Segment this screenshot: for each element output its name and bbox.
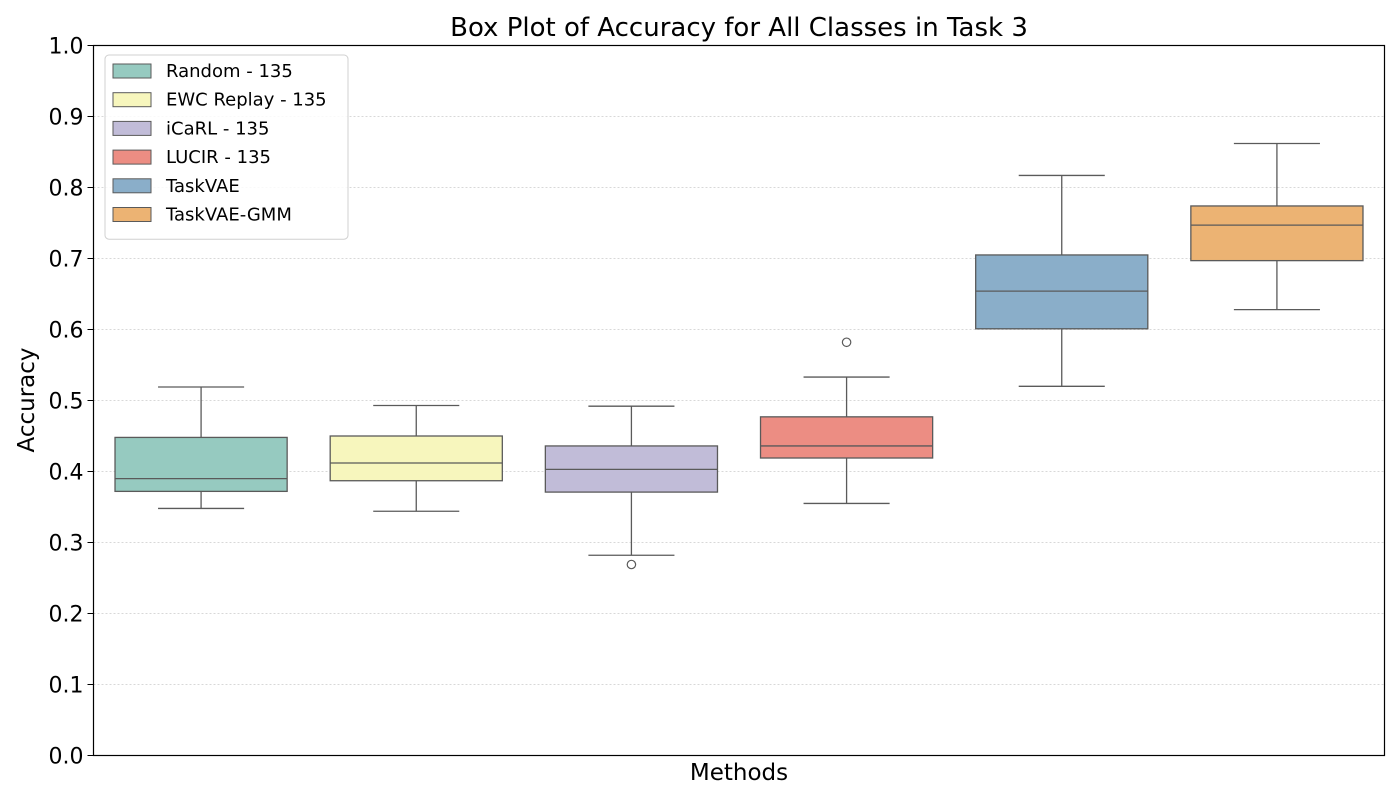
- legend-swatch: [112, 178, 152, 194]
- legend-label: LUCIR - 135: [166, 147, 271, 168]
- y-tick-label: 0.9: [49, 106, 84, 131]
- legend: Random - 135 EWC Replay - 135 iCaRL - 135 L…: [104, 54, 349, 240]
- box-taskvae-gmm: [1190, 142, 1364, 311]
- legend-label: EWC Replay - 135: [166, 90, 327, 111]
- box-lucir-135: [759, 337, 934, 505]
- box-iqr: [329, 435, 503, 482]
- y-tick-label: 0.4: [49, 461, 84, 486]
- box-iqr: [975, 254, 1149, 330]
- y-tick-label: 0.8: [49, 177, 84, 202]
- box-iqr: [759, 416, 934, 459]
- y-tick-label: 0.5: [49, 390, 84, 415]
- legend-swatch: [112, 149, 152, 165]
- legend-swatch: [112, 92, 152, 108]
- box-series: [114, 142, 1364, 570]
- outlier-point: [626, 559, 637, 570]
- y-tick-label: 0.3: [49, 532, 84, 557]
- y-tick-label: 1.0: [49, 35, 84, 60]
- legend-label: TaskVAE: [165, 176, 240, 197]
- y-tick-label: 0.6: [49, 319, 84, 344]
- legend-swatch: [112, 207, 152, 222]
- box-iqr: [114, 436, 288, 493]
- legend-swatch: [112, 120, 152, 136]
- box-icarl-135: [544, 405, 719, 570]
- y-tick-label: 0.0: [49, 745, 84, 770]
- x-axis-label: Methods: [690, 760, 788, 786]
- legend-label: iCaRL - 135: [166, 118, 269, 139]
- y-tick-label: 0.2: [49, 603, 84, 628]
- box-ewc-replay-135: [329, 404, 503, 512]
- grid-lines: [93, 116, 1385, 685]
- outlier-point: [841, 337, 852, 348]
- legend-swatch: [112, 63, 152, 79]
- y-tick-label: 0.7: [49, 248, 84, 273]
- y-axis-ticks: 0.0 0.1 0.2 0.3 0.4 0.5 0.6 0.7 0.8 0.9 1.0: [49, 35, 94, 770]
- legend-frame: [104, 54, 349, 240]
- box-iqr: [1190, 205, 1364, 262]
- box-taskvae: [975, 174, 1149, 387]
- legend-label: Random - 135: [166, 61, 293, 82]
- chart-title: Box Plot of Accuracy for All Classes in …: [450, 13, 1028, 43]
- y-axis-label: Accuracy: [14, 347, 40, 452]
- box-random-135: [114, 386, 288, 510]
- legend-label: TaskVAE-GMM: [165, 205, 292, 226]
- y-tick-label: 0.1: [49, 674, 84, 699]
